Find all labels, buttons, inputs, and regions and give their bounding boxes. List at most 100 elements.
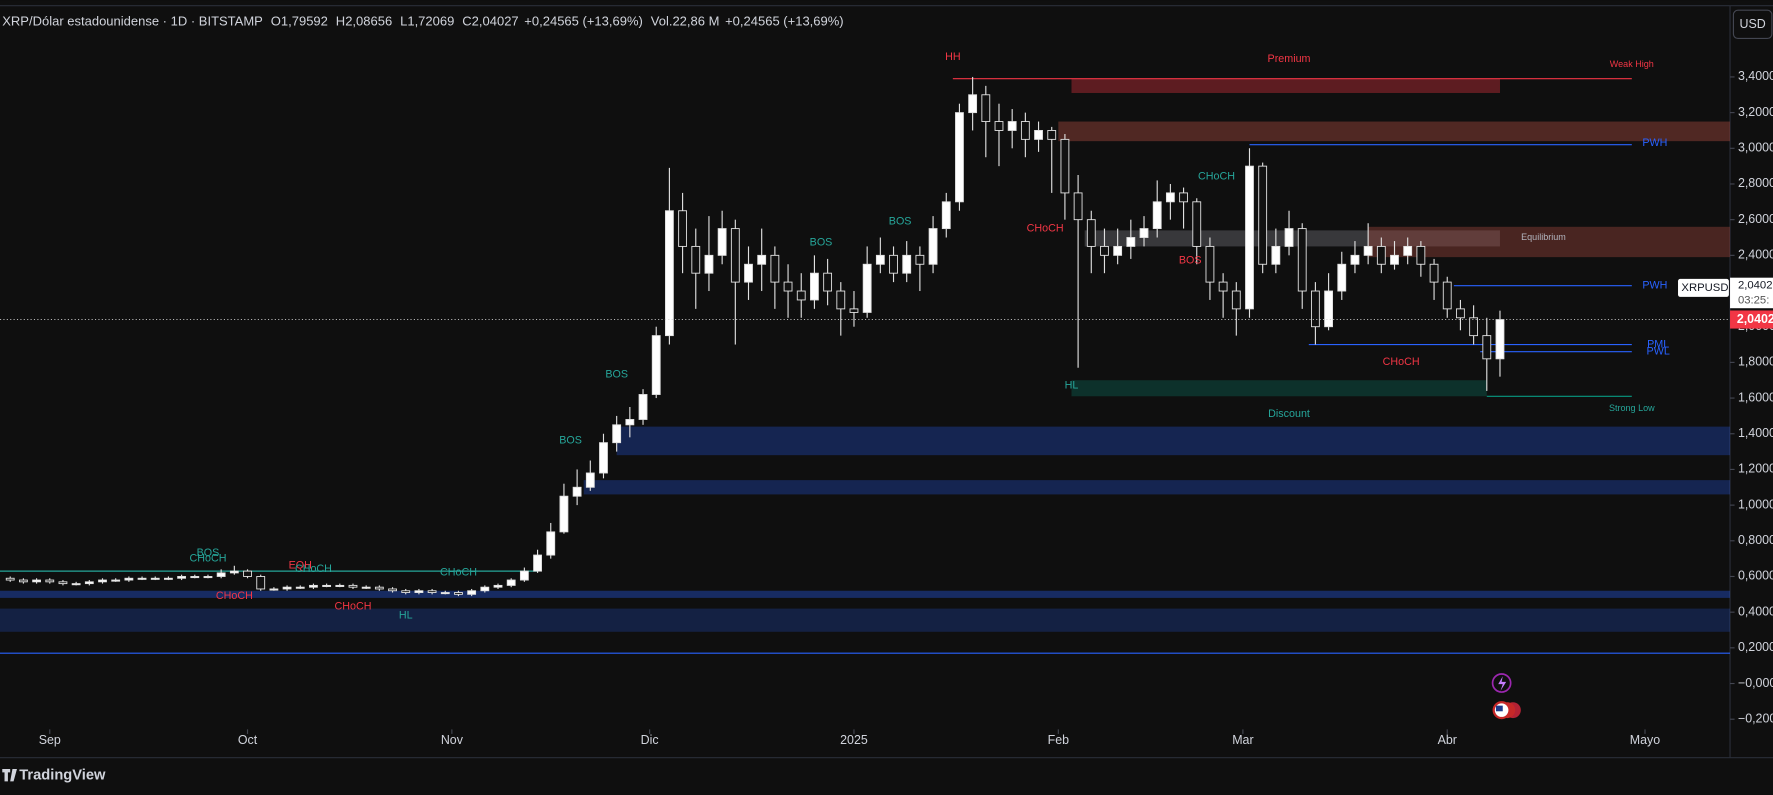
currency-label[interactable]: USD — [1740, 17, 1766, 31]
candle-body — [1192, 201, 1202, 247]
candle-body — [1416, 245, 1426, 265]
candle-body — [71, 583, 81, 586]
candle-body — [256, 576, 266, 590]
y-tick-label: 2,8000 — [1738, 176, 1773, 190]
candle-body — [361, 586, 371, 589]
candle-body — [796, 290, 806, 301]
candle-body — [1179, 192, 1188, 203]
field-label: H — [336, 14, 345, 29]
candle-body — [467, 590, 477, 595]
candle-body — [638, 394, 648, 420]
candle-body — [928, 228, 938, 265]
event-icon[interactable] — [1491, 673, 1512, 693]
field-value: 1,79592 — [281, 14, 328, 29]
candle-body — [1403, 245, 1413, 256]
candle-body — [1034, 130, 1043, 140]
annotation: BOS — [1179, 255, 1202, 267]
candle-body — [1060, 138, 1070, 194]
candle-body — [440, 592, 450, 595]
annotation: HL — [399, 610, 413, 622]
candle-body — [1165, 192, 1175, 203]
zone — [1058, 121, 1731, 142]
candle-body — [1376, 245, 1386, 265]
candle-body — [1297, 228, 1307, 292]
field-value: 2,04027 — [472, 14, 519, 29]
annotation: CHoCH — [295, 563, 332, 575]
candle-body — [506, 579, 516, 586]
candle-body — [454, 592, 463, 595]
last-price-box — [1730, 310, 1773, 329]
candle-body — [1442, 281, 1452, 310]
annotation: CHoCH — [1027, 222, 1064, 234]
candle-body — [1205, 245, 1215, 283]
field-value: +0,24565 (+13,69%) — [524, 14, 643, 29]
y-tick-label: 0,2000 — [1738, 640, 1773, 654]
candle-body — [111, 579, 121, 582]
candle-body — [955, 112, 964, 203]
annotation: BOS — [889, 215, 912, 227]
plot-area: HH Premium Weak High PWH Equilibrium PWH CHoCH… — [0, 51, 1731, 654]
candle-body — [414, 590, 424, 593]
symbol-label: XRPUSD — [1681, 282, 1728, 294]
annotation: Premium — [1268, 53, 1311, 65]
annotation: PWL — [1647, 346, 1670, 358]
candle-body — [599, 442, 608, 474]
candle-body — [770, 254, 780, 283]
candle-body — [295, 586, 305, 589]
annotation: CHoCH — [440, 567, 477, 579]
candle-body — [519, 570, 529, 581]
symbol-header: XRP/Dólar estadounidense · 1D · BITSTAMP… — [2, 14, 843, 29]
annotation: CHoCH — [216, 590, 253, 602]
candle-body — [18, 579, 28, 583]
symbol-box — [1678, 278, 1729, 297]
candle-body — [862, 263, 872, 313]
annotation: PML — [1647, 338, 1669, 350]
candle-body — [1337, 263, 1347, 292]
x-tick-label: Mayo — [1630, 733, 1660, 747]
candle-body — [1126, 237, 1136, 247]
candle-body — [717, 228, 727, 256]
y-tick-label: 0,6000 — [1738, 569, 1773, 583]
candle-body — [335, 584, 345, 587]
candle-body — [625, 419, 635, 426]
field-value: 1,72069 — [407, 14, 454, 29]
event-bolt — [1498, 676, 1507, 691]
annotation: BOS — [810, 237, 833, 249]
y-tick-label: 2,6000 — [1738, 212, 1773, 226]
annotation: HL — [1065, 379, 1079, 391]
candle-body — [1139, 228, 1149, 238]
field-value: +0,24565 (+13,69%) — [725, 14, 844, 29]
candle-body — [1020, 121, 1030, 140]
symbol-title: XRP/Dólar estadounidense · 1D · BITSTAMP — [2, 14, 263, 29]
zone — [1368, 226, 1731, 258]
candle-body — [559, 495, 569, 533]
candle-body — [651, 335, 661, 395]
candle-body — [1007, 121, 1017, 131]
y-tick-label: −0,2000 — [1738, 711, 1773, 725]
currency-button[interactable] — [1732, 9, 1773, 40]
candle-body — [401, 590, 411, 593]
candle-body — [1113, 245, 1123, 256]
candle-body — [585, 472, 595, 488]
candle-body — [875, 254, 885, 265]
candle-body — [1390, 254, 1399, 265]
annotation: Equilibrium — [1521, 232, 1566, 242]
annotation: Weak High — [1610, 59, 1654, 69]
annotation: HH — [945, 51, 961, 63]
candle-body — [269, 588, 279, 591]
annotation: PWH — [1642, 280, 1667, 292]
x-tick-label: Dic — [641, 733, 659, 747]
brand-name: TradingView — [19, 768, 106, 784]
y-tick-label: −0,0000 — [1738, 676, 1773, 690]
candle-body — [1324, 290, 1333, 328]
candle-body — [744, 263, 753, 283]
candle-body — [45, 579, 55, 583]
candle-body — [1284, 228, 1294, 247]
candle-body — [282, 586, 292, 590]
candle-body — [374, 586, 384, 590]
candle-body — [32, 579, 41, 583]
candle-body — [1469, 317, 1479, 337]
candle-body — [150, 577, 160, 580]
x-tick-label: 2025 — [840, 733, 868, 747]
zone — [1071, 380, 1487, 397]
